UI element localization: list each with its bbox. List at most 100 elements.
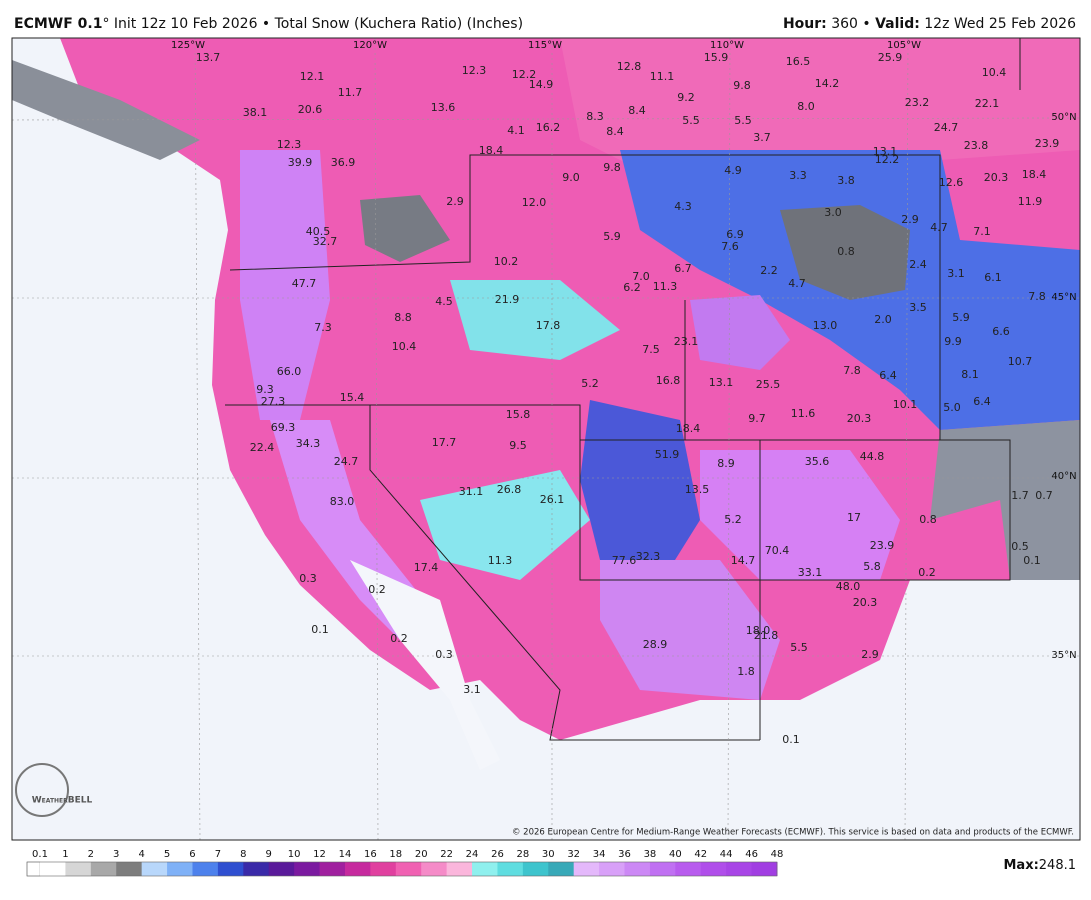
logo-icon — [15, 763, 69, 817]
snow-total-label: 66.0 — [277, 365, 302, 378]
legend-swatch — [624, 862, 651, 876]
legend-frame — [26, 861, 778, 877]
legend-swatch — [472, 862, 498, 876]
snow-total-label: 8.1 — [961, 368, 979, 381]
legend-swatch — [751, 862, 778, 876]
snow-total-label: 7.6 — [721, 240, 739, 253]
snow-total-label: 3.0 — [824, 206, 842, 219]
snow-total-label: 18.4 — [479, 144, 504, 157]
snow-total-label: 1.8 — [737, 665, 755, 678]
legend-swatch — [395, 862, 422, 876]
snow-total-label: 6.4 — [879, 369, 897, 382]
snow-total-label: 4.9 — [724, 164, 742, 177]
legend-swatch — [370, 862, 397, 876]
longitude-label: 110°W — [710, 40, 744, 51]
legend-tick-label: 24 — [466, 849, 479, 860]
border-south — [369, 405, 760, 741]
legend-tick-label: 20 — [415, 849, 428, 860]
snow-total-label: 0.3 — [435, 648, 453, 661]
snow-total-label: 24.7 — [934, 121, 959, 134]
snow-total-label: 77.6 — [612, 554, 637, 567]
snow-total-label: 44.8 — [860, 450, 885, 463]
snow-total-label: 5.9 — [603, 230, 621, 243]
longitude-label: 120°W — [353, 40, 387, 51]
snow-total-label: 23.1 — [674, 335, 699, 348]
snow-total-label: 5.2 — [581, 377, 599, 390]
snow-total-label: 12.6 — [939, 176, 964, 189]
snow-total-label: 6.2 — [623, 281, 641, 294]
colorado-purple — [700, 450, 900, 580]
legend-tick-label: 16 — [364, 849, 377, 860]
snow-total-label: 70.4 — [765, 544, 790, 557]
snow-total-label: 23.9 — [870, 539, 895, 552]
snow-total-label: 83.0 — [330, 495, 355, 508]
legend-swatch — [167, 862, 193, 876]
snow-total-label: 17.8 — [536, 319, 561, 332]
snow-total-label: 12.3 — [277, 138, 302, 151]
snow-total-label: 7.0 — [632, 270, 650, 283]
snow-total-label: 3.8 — [837, 174, 855, 187]
snow-total-label: 8.4 — [606, 125, 624, 138]
snow-total-label: 28.9 — [643, 638, 668, 651]
latitude-label: 50°N — [1051, 112, 1076, 123]
legend-swatch — [268, 862, 295, 876]
snow-total-label: 8.8 — [394, 311, 412, 324]
idaho-cyan — [450, 280, 620, 360]
map-labels: 125°W 120°W 115°W 110°W 105°W 50°N 45°N 40°N 35°… — [171, 40, 1077, 746]
snow-total-label: 9.2 — [677, 91, 695, 104]
legend-swatch — [573, 862, 600, 876]
snow-total-label: 38.1 — [243, 106, 268, 119]
legend-tick-label: 44 — [720, 849, 733, 860]
snow-total-label: 5.2 — [724, 513, 742, 526]
legend-tick-label: 5 — [164, 849, 170, 860]
legend-swatch — [344, 862, 371, 876]
legend-tick-label: 28 — [516, 849, 529, 860]
snow-total-label: 0.3 — [299, 572, 317, 585]
snow-total-label: 10.4 — [392, 340, 417, 353]
legend-swatch — [141, 862, 168, 876]
snow-total-label: 10.4 — [982, 66, 1007, 79]
snow-total-label: 12.0 — [522, 196, 547, 209]
legend-tick-label: 10 — [288, 849, 301, 860]
snow-total-label: 22.1 — [975, 97, 1000, 110]
max-text: Max:248.1 — [1003, 858, 1076, 873]
legend-tick-label: 18 — [389, 849, 402, 860]
longitude-label: 125°W — [171, 40, 205, 51]
legend-tick-label: 32 — [567, 849, 580, 860]
snow-total-label: 16.8 — [656, 374, 681, 387]
snow-total-label: 5.5 — [790, 641, 808, 654]
color-legend: 0.1 1 2 3 4 5 6 7 8 9 10 12 14 16 18 20 22 24 26 28 30 32 34 36… — [26, 849, 783, 877]
snow-total-label: 18.4 — [676, 422, 701, 435]
snow-total-label: 13.5 — [685, 483, 710, 496]
border-north — [229, 154, 941, 440]
snow-total-label: 23.9 — [1035, 137, 1060, 150]
legend-tick-label: 30 — [542, 849, 555, 860]
hour-value: 360 • — [827, 16, 875, 32]
snow-total-label: 11.6 — [791, 407, 816, 420]
snow-total-label: 9.7 — [748, 412, 766, 425]
cascades-purple — [240, 150, 330, 420]
nevada-cyan — [420, 470, 590, 580]
snow-total-label: 7.8 — [1028, 290, 1046, 303]
snow-total-label: 11.9 — [1018, 195, 1043, 208]
snow-total-label: 0.2 — [390, 632, 408, 645]
snow-total-label: 3.1 — [463, 683, 481, 696]
arizona-purple — [600, 560, 780, 700]
snow-total-label: 16.5 — [786, 55, 811, 68]
legend-swatch — [65, 862, 92, 876]
snow-total-label: 0.2 — [918, 566, 936, 579]
snow-total-label: 4.3 — [674, 200, 692, 213]
snow-total-label: 7.1 — [973, 225, 991, 238]
snow-total-label: 18.4 — [1022, 168, 1047, 181]
snow-total-label: 9.5 — [509, 439, 527, 452]
snow-total-label: 13.6 — [431, 101, 456, 114]
snow-total-label: 20.3 — [984, 171, 1009, 184]
snow-total-label: 7.8 — [843, 364, 861, 377]
snow-total-label: 2.9 — [446, 195, 464, 208]
map-area: 125°W 120°W 115°W 110°W 105°W 50°N 45°N 40°N 35°… — [12, 38, 1080, 840]
snow-total-label: 2.2 — [760, 264, 778, 277]
latitude-label: 45°N — [1051, 292, 1076, 303]
snow-total-label: 36.9 — [331, 156, 356, 169]
canada-snow — [560, 38, 1080, 170]
snow-total-label: 22.4 — [250, 441, 275, 454]
